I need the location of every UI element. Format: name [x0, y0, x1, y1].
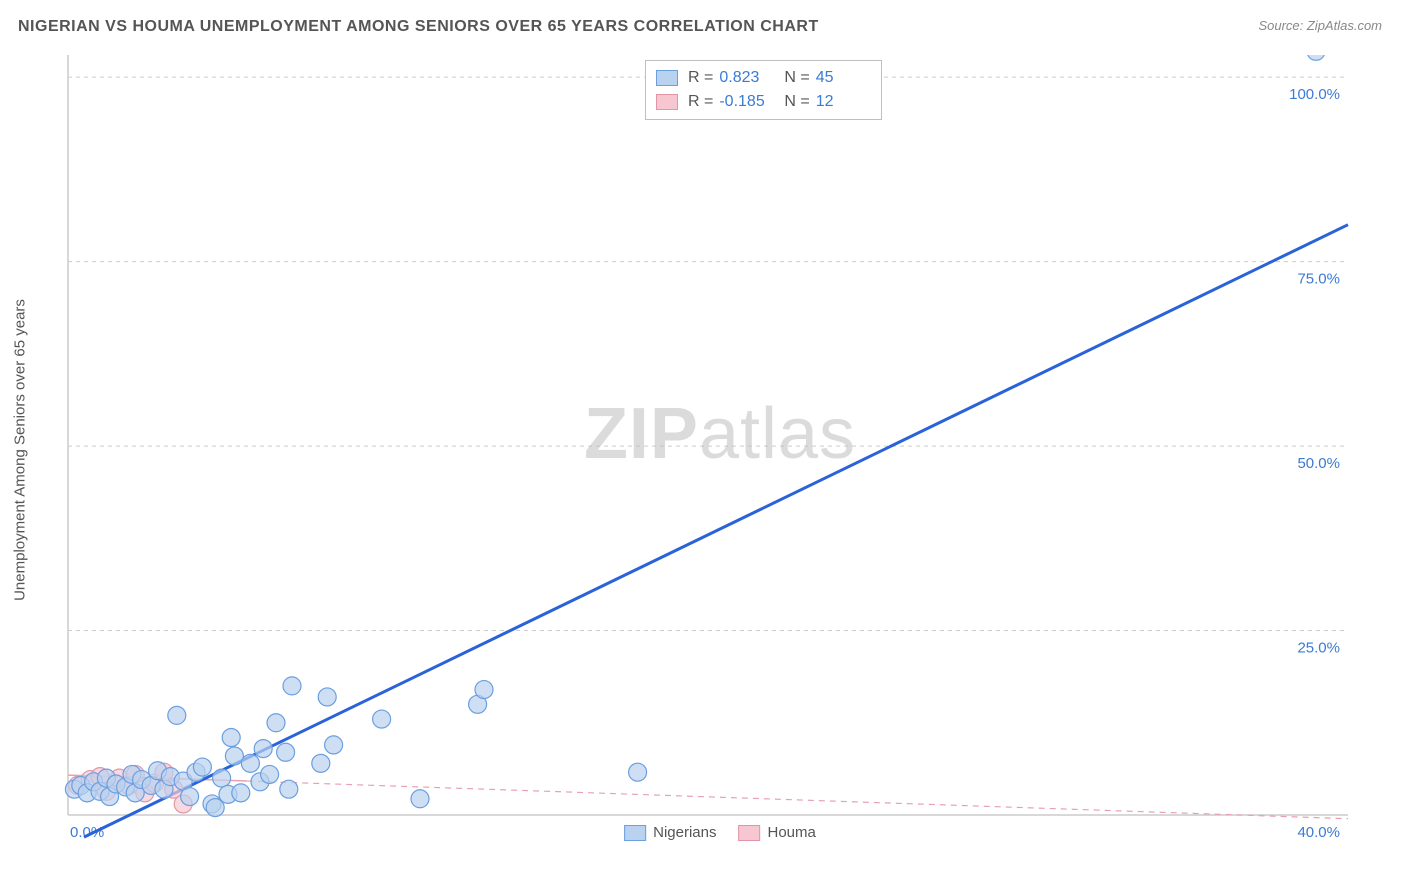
scatter-plot: 25.0% 50.0% 75.0% 100.0% 0.0% 40.0%: [50, 55, 1390, 845]
n-label: N =: [784, 69, 809, 87]
swatch-blue-icon: [624, 825, 646, 841]
data-point: [181, 788, 199, 806]
chart-title: NIGERIAN VS HOUMA UNEMPLOYMENT AMONG SEN…: [18, 18, 819, 36]
r-label: R =: [688, 69, 713, 87]
svg-text:100.0%: 100.0%: [1289, 86, 1340, 103]
legend-row-blue: R = 0.823 N = 45: [656, 66, 871, 90]
svg-text:25.0%: 25.0%: [1297, 640, 1340, 657]
data-point: [193, 758, 211, 776]
source-label: Source: ZipAtlas.com: [1258, 18, 1382, 33]
y-axis-label: Unemployment Among Seniors over 65 years: [12, 299, 29, 601]
data-point: [325, 736, 343, 754]
data-point: [277, 743, 295, 761]
data-point: [283, 677, 301, 695]
legend-stats: R = 0.823 N = 45 R = -0.185 N = 12: [645, 60, 882, 120]
data-point: [225, 747, 243, 765]
n-value-pink: 12: [816, 93, 871, 111]
data-point: [629, 763, 647, 781]
svg-text:40.0%: 40.0%: [1297, 824, 1340, 841]
data-point: [261, 765, 279, 783]
n-value-blue: 45: [816, 69, 871, 87]
r-label: R =: [688, 93, 713, 111]
data-point: [373, 710, 391, 728]
data-point: [312, 754, 330, 772]
svg-text:0.0%: 0.0%: [70, 824, 104, 841]
legend-item-houma: Houma: [739, 824, 816, 841]
swatch-blue-icon: [656, 70, 678, 86]
r-value-blue: 0.823: [719, 69, 774, 87]
legend-series: Nigerians Houma: [624, 824, 816, 841]
data-point: [206, 799, 224, 817]
chart-area: Unemployment Among Seniors over 65 years…: [50, 55, 1390, 845]
legend-label: Nigerians: [653, 824, 716, 841]
legend-item-nigerians: Nigerians: [624, 824, 716, 841]
data-point: [168, 706, 186, 724]
n-label: N =: [784, 93, 809, 111]
data-point: [475, 681, 493, 699]
r-value-pink: -0.185: [719, 93, 774, 111]
svg-text:50.0%: 50.0%: [1297, 455, 1340, 472]
svg-text:75.0%: 75.0%: [1297, 271, 1340, 288]
legend-label: Houma: [768, 824, 816, 841]
data-point: [280, 780, 298, 798]
swatch-pink-icon: [656, 94, 678, 110]
data-point: [267, 714, 285, 732]
data-point: [318, 688, 336, 706]
data-point: [241, 754, 259, 772]
data-point: [411, 790, 429, 808]
data-point: [222, 729, 240, 747]
data-point: [254, 740, 272, 758]
data-point: [213, 769, 231, 787]
legend-row-pink: R = -0.185 N = 12: [656, 90, 871, 114]
data-point: [232, 784, 250, 802]
data-point: [1307, 55, 1325, 60]
swatch-pink-icon: [739, 825, 761, 841]
